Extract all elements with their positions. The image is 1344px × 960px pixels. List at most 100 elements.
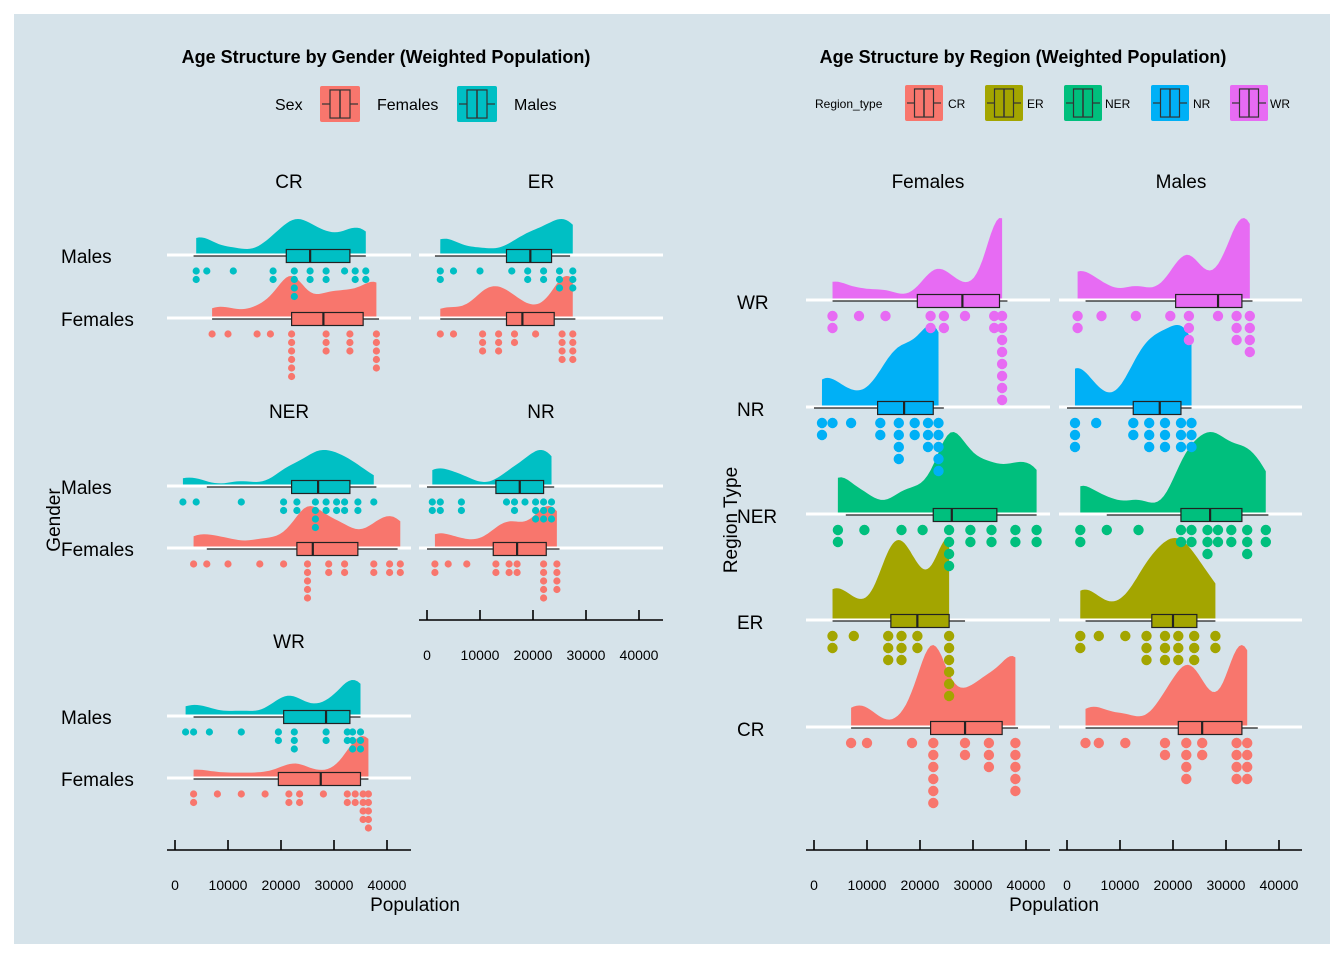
data-point-cr	[1242, 773, 1253, 785]
series-cr	[1059, 645, 1302, 785]
data-point-cr	[1120, 737, 1131, 749]
data-point-nr	[893, 417, 904, 429]
x-axis: 0 10000 20000 30000 40000	[1059, 840, 1302, 893]
data-point-ner	[1075, 524, 1086, 536]
y-label-females: Females	[61, 310, 134, 331]
data-point-nr	[1175, 441, 1187, 453]
data-point-females	[288, 364, 296, 372]
data-point-males	[322, 267, 330, 275]
box-er	[890, 613, 950, 629]
data-point-males	[290, 284, 298, 292]
density-cloud-wr	[832, 218, 1003, 300]
data-point-females	[569, 347, 577, 355]
data-point-ner	[1186, 524, 1197, 536]
data-point-cr	[928, 797, 939, 809]
y-label-males: Males	[61, 478, 112, 499]
data-point-wr	[959, 310, 971, 322]
y-label-males: Males	[61, 708, 112, 729]
data-point-ner	[1226, 524, 1237, 536]
y-label-er: ER	[737, 613, 763, 634]
data-point-females	[346, 330, 354, 338]
data-point-wr	[1072, 310, 1083, 322]
data-point-females	[364, 807, 372, 815]
data-point-females	[396, 568, 404, 577]
data-point-er	[943, 678, 955, 690]
data-point-er	[943, 630, 955, 642]
data-point-females	[463, 560, 471, 568]
data-point-females	[495, 338, 503, 347]
data-point-ner	[1186, 536, 1197, 548]
data-point-females	[237, 790, 245, 798]
data-point-cr	[1010, 737, 1021, 749]
data-point-ner	[896, 524, 907, 536]
data-point-males	[547, 498, 556, 506]
data-point-females	[346, 338, 354, 347]
data-point-wr	[1231, 310, 1242, 322]
data-point-males	[428, 506, 436, 515]
data-point-cr	[1159, 737, 1171, 749]
data-point-nr	[1159, 441, 1171, 453]
data-point-cr	[928, 785, 939, 797]
data-point-nr	[1159, 429, 1171, 441]
density-cloud-cr	[1085, 645, 1248, 727]
data-point-er	[1173, 630, 1184, 642]
data-point-females	[343, 798, 351, 807]
y-label-ner: NER	[737, 507, 777, 528]
data-point-females	[540, 594, 548, 602]
data-point-males	[354, 498, 362, 506]
data-point-females	[203, 560, 211, 568]
data-point-females	[303, 585, 312, 594]
data-point-ner	[1010, 524, 1021, 536]
data-point-females	[540, 585, 548, 594]
data-point-nr	[922, 417, 934, 429]
data-point-females	[288, 372, 296, 381]
data-point-males	[274, 728, 282, 736]
data-point-males	[362, 275, 370, 284]
data-point-males	[540, 275, 548, 284]
data-point-females	[372, 355, 380, 364]
box-females	[492, 541, 547, 557]
data-point-wr	[880, 310, 891, 322]
box-cr	[1177, 720, 1243, 736]
data-point-males	[569, 275, 577, 284]
box-males	[505, 248, 553, 264]
legend-label-ner: NER	[1105, 97, 1131, 111]
x-tick-label: 30000	[567, 647, 606, 663]
data-point-females	[285, 798, 293, 807]
density-cloud-females	[434, 506, 557, 548]
data-point-nr	[933, 465, 944, 477]
data-point-er	[896, 642, 907, 654]
data-point-nr	[1128, 429, 1139, 441]
series-males	[167, 450, 411, 532]
density-cloud-er	[832, 538, 950, 620]
data-point-females	[296, 798, 304, 807]
data-point-ner	[1202, 536, 1213, 548]
data-point-cr	[928, 773, 939, 785]
data-point-males	[229, 267, 237, 275]
data-point-er	[943, 642, 955, 654]
legend-label-er: ER	[1027, 97, 1044, 111]
density-cloud-cr	[851, 645, 1016, 727]
x-tick-label: 20000	[262, 877, 301, 893]
data-point-females	[224, 560, 232, 568]
box-females	[296, 541, 359, 557]
data-point-males	[311, 498, 319, 506]
data-point-males	[333, 498, 341, 506]
data-point-females	[553, 560, 561, 568]
data-point-wr	[1130, 310, 1142, 322]
data-point-males	[311, 506, 319, 515]
data-point-males	[532, 515, 540, 523]
data-point-females	[364, 790, 372, 798]
data-point-males	[192, 498, 200, 506]
density-cloud-females	[193, 506, 401, 548]
data-point-cr	[1181, 749, 1192, 761]
data-point-females	[213, 790, 221, 798]
legend-key-nr	[1151, 85, 1189, 121]
y-label-cr: CR	[737, 720, 764, 741]
data-point-cr	[1181, 773, 1192, 785]
data-point-males	[555, 284, 564, 292]
data-point-males	[510, 498, 519, 506]
series-nr	[806, 325, 1050, 477]
data-point-wr	[996, 322, 1008, 334]
series-females	[419, 506, 663, 602]
